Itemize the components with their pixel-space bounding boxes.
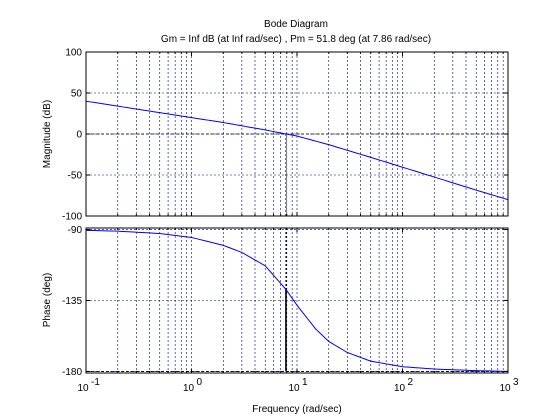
magnitude-y-tick-label: 0 — [76, 130, 82, 141]
x-tick-label: 10 — [77, 383, 89, 394]
x-tick-label: 10 — [288, 383, 300, 394]
magnitude-y-label: Magnitude (dB) — [42, 100, 53, 168]
phase-y-label: Phase (deg) — [42, 273, 53, 327]
magnitude-y-tick-label: -100 — [62, 212, 82, 223]
phase-y-tick-label: -135 — [62, 296, 82, 307]
x-tick-label: 10 — [499, 383, 511, 394]
magnitude-series-line — [85, 100, 509, 201]
x-tick-label: 10 — [183, 383, 195, 394]
magnitude-y-tick-label: -50 — [68, 171, 83, 182]
phase-y-tick-label: -180 — [62, 367, 82, 378]
x-axis-label: Frequency (rad/sec) — [252, 404, 341, 415]
x-tick-label-exponent: 1 — [302, 377, 308, 388]
x-tick-label-exponent: 3 — [513, 377, 519, 388]
phase-y-tick-label: -90 — [68, 225, 83, 236]
chart-title: Bode Diagram — [264, 19, 328, 30]
x-tick-label-exponent: -1 — [91, 377, 100, 388]
magnitude-y-tick-label: 50 — [71, 89, 83, 100]
phase-series-line — [85, 229, 509, 372]
chart-subtitle: Gm = Inf dB (at Inf rad/sec) , Pm = 51.8… — [161, 34, 431, 45]
x-tick-label: 10 — [394, 383, 406, 394]
x-tick-label-exponent: 0 — [197, 377, 203, 388]
x-tick-label-exponent: 2 — [408, 377, 414, 388]
magnitude-y-tick-label: 100 — [65, 48, 82, 59]
